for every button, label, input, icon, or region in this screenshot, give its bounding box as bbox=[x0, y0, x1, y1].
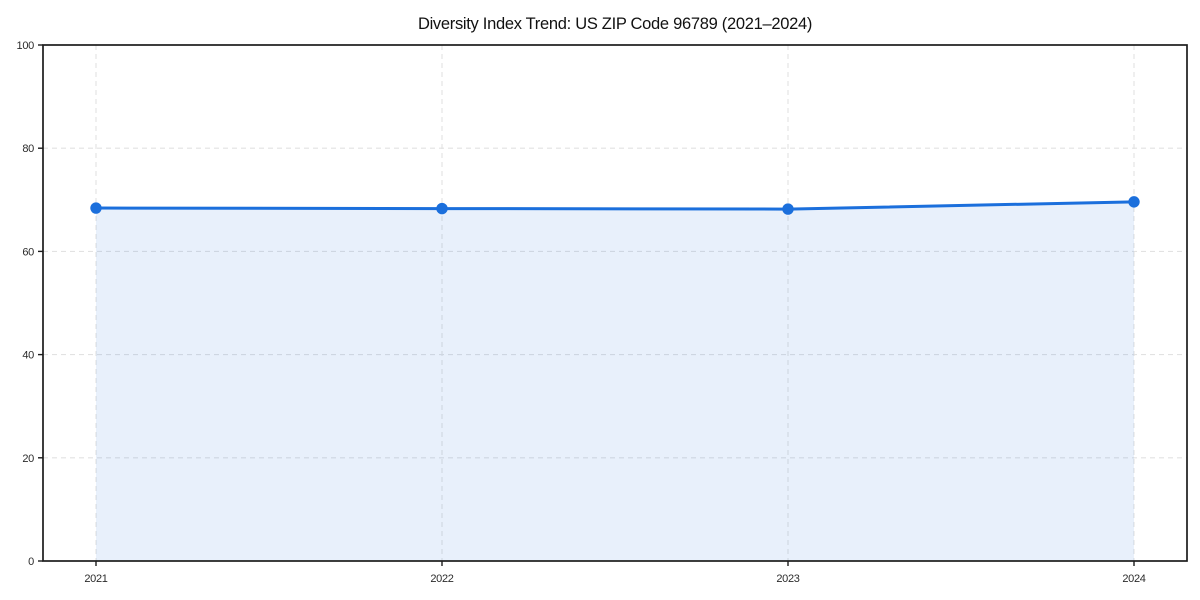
chart-title: Diversity Index Trend: US ZIP Code 96789… bbox=[418, 15, 812, 33]
data-point-marker bbox=[782, 203, 794, 215]
data-point-marker bbox=[1128, 196, 1140, 208]
x-tick-label: 2021 bbox=[84, 573, 107, 585]
y-tick-label: 100 bbox=[17, 40, 35, 52]
x-tick-label: 2024 bbox=[1122, 573, 1145, 585]
y-tick-label: 40 bbox=[22, 350, 34, 362]
y-tick-label: 20 bbox=[22, 453, 34, 465]
y-tick-label: 0 bbox=[28, 556, 34, 568]
y-tick-label: 80 bbox=[22, 143, 34, 155]
data-point-marker bbox=[90, 202, 102, 214]
data-point-marker bbox=[436, 202, 448, 215]
x-tick-label: 2023 bbox=[776, 573, 799, 585]
plot-border bbox=[42, 44, 1188, 562]
x-tick-label: 2022 bbox=[430, 573, 453, 585]
series-area-fill bbox=[96, 201, 1134, 561]
y-tick-label: 60 bbox=[22, 246, 34, 258]
series-line bbox=[94, 200, 1136, 211]
